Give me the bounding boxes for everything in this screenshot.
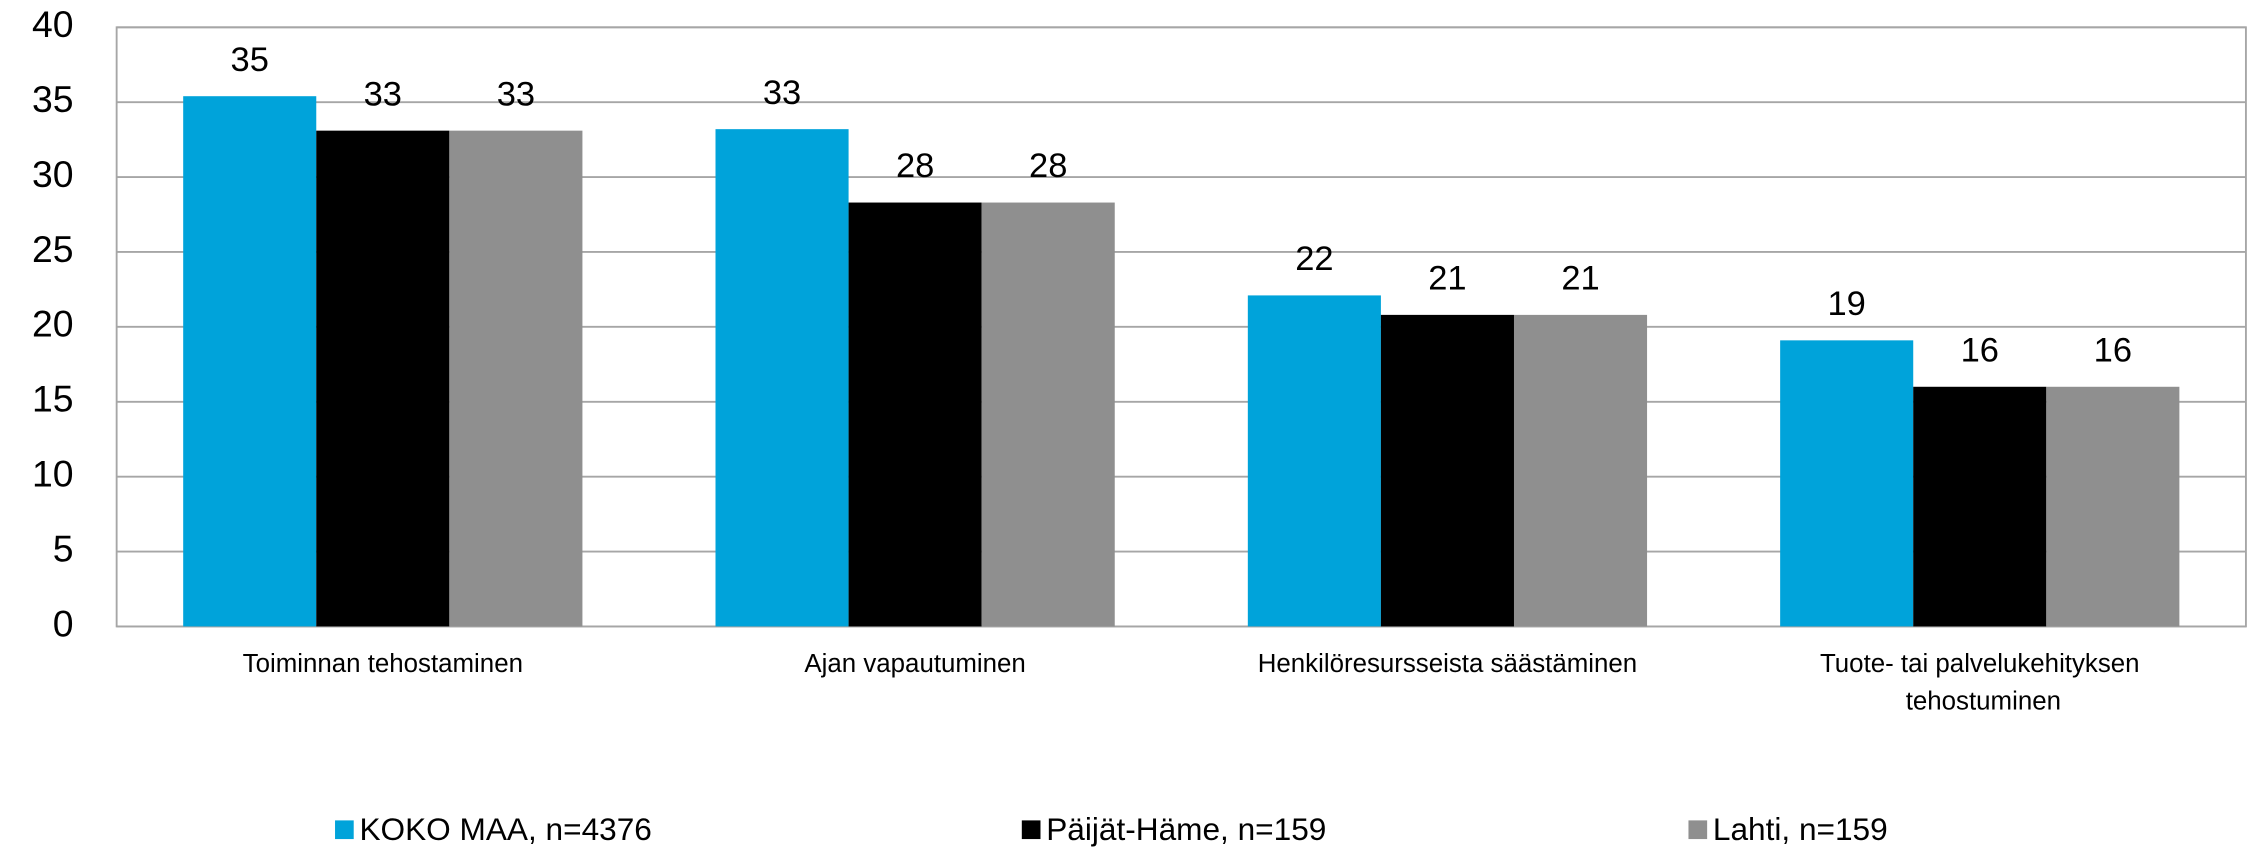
plot-border	[115, 26, 2247, 628]
bar	[183, 96, 317, 627]
bar	[715, 129, 849, 627]
bar	[1513, 314, 1648, 627]
y-tick-label: 25	[32, 228, 74, 270]
y-tick-label: 40	[32, 3, 74, 45]
y-tick-label: 0	[53, 602, 74, 644]
data-label: 16	[1961, 331, 1999, 369]
data-label: 22	[1295, 240, 1333, 278]
data-label: 28	[1029, 147, 1067, 185]
legend-label: KOKO MAA, n=4376	[359, 811, 651, 847]
legend-swatch	[335, 820, 354, 840]
bar	[2046, 386, 2180, 627]
y-tick-label: 10	[32, 453, 74, 495]
data-label: 33	[763, 74, 801, 112]
data-label: 19	[1828, 285, 1866, 323]
bar	[1780, 340, 1914, 627]
legend-label: Päijät-Häme, n=159	[1046, 811, 1326, 847]
data-label: 21	[1428, 260, 1466, 298]
x-tick-label: Ajan vapautuminen	[804, 650, 1025, 678]
data-label: 33	[497, 75, 535, 113]
y-tick-label: 35	[32, 78, 74, 120]
x-tick-label: Henkilöresursseista säästäminen	[1258, 650, 1637, 678]
bar	[1913, 386, 2047, 627]
legend-label: Lahti, n=159	[1713, 811, 1888, 847]
bar	[316, 130, 450, 627]
y-tick-label: 30	[32, 153, 74, 195]
x-tick-label: Tuote- tai palvelukehityksen tehostumine…	[1820, 650, 2140, 715]
y-tick-label: 5	[53, 527, 74, 569]
bar	[1247, 295, 1381, 627]
y-tick-label: 15	[32, 378, 74, 420]
bar	[449, 130, 583, 627]
data-label: 28	[896, 147, 934, 185]
bar	[981, 202, 1115, 627]
x-tick-label: Toiminnan tehostaminen	[243, 650, 523, 678]
bar	[848, 202, 982, 627]
data-label: 21	[1561, 260, 1599, 298]
legend-swatch	[1021, 820, 1041, 840]
legend-swatch	[1688, 820, 1708, 840]
data-label: 33	[364, 75, 402, 113]
data-label: 35	[231, 41, 269, 79]
data-label: 16	[2094, 331, 2132, 369]
y-tick-label: 20	[32, 303, 74, 345]
bar	[1380, 314, 1514, 627]
